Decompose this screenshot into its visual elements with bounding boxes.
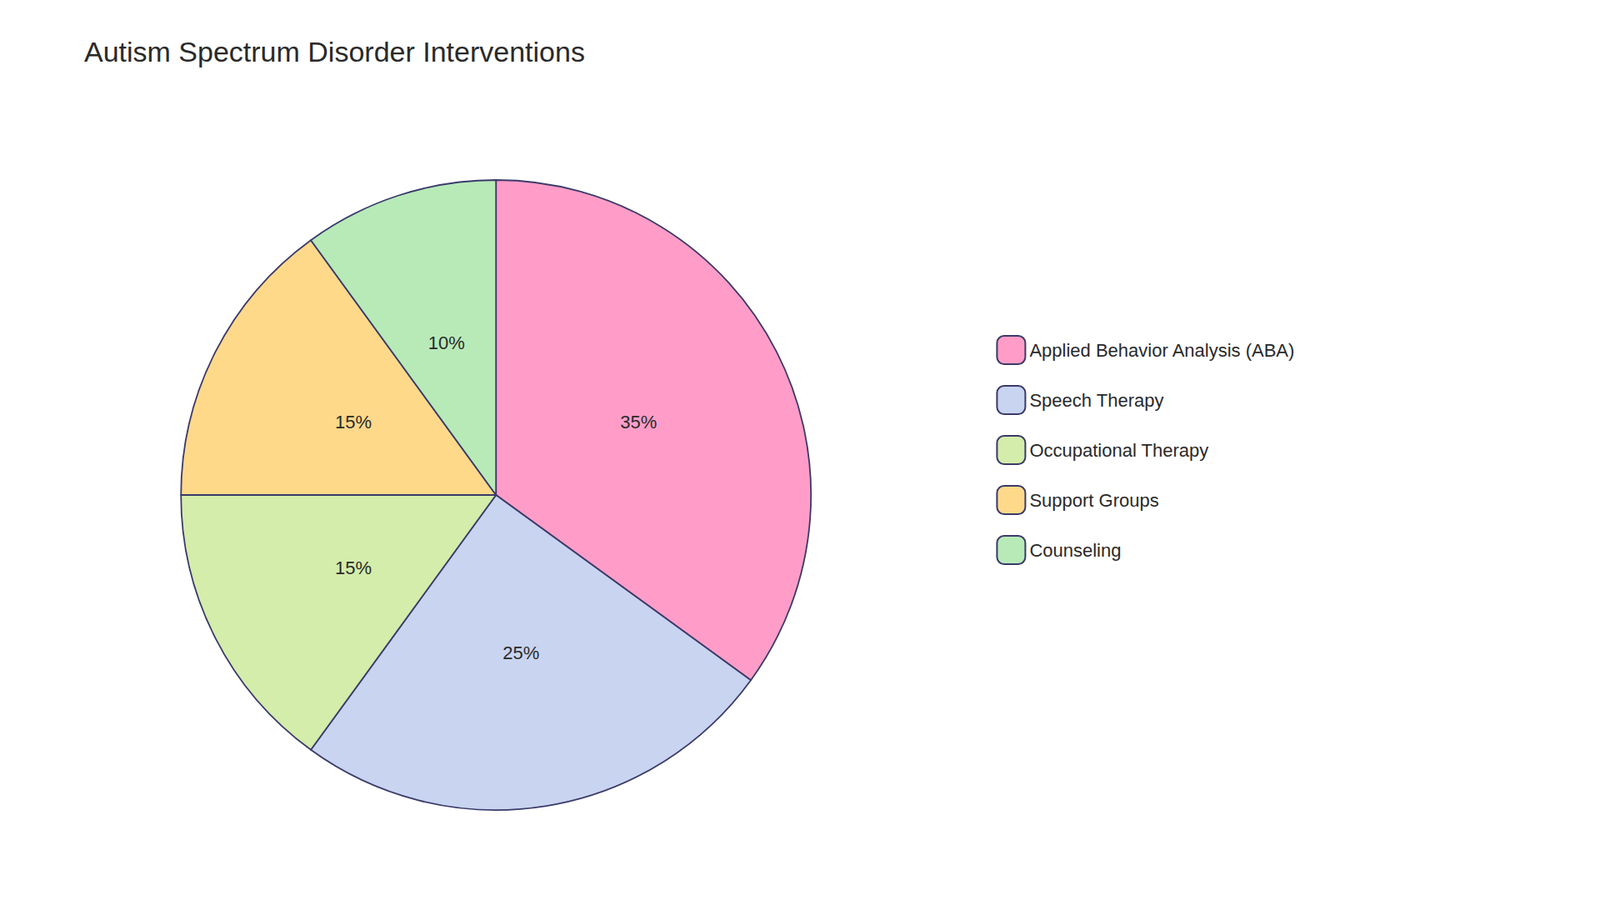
svg-text:15%: 15% (335, 411, 372, 433)
svg-text:Autism Spectrum Disorder Inter: Autism Spectrum Disorder Interventions (84, 35, 585, 68)
svg-text:35%: 35% (620, 411, 657, 433)
svg-text:Support Groups: Support Groups (1029, 490, 1159, 511)
svg-text:15%: 15% (335, 557, 372, 579)
svg-text:Counseling: Counseling (1029, 540, 1121, 561)
svg-text:Occupational Therapy: Occupational Therapy (1029, 440, 1209, 461)
svg-text:25%: 25% (502, 642, 540, 664)
svg-text:Applied Behavior Analysis (ABA: Applied Behavior Analysis (ABA) (1029, 340, 1295, 361)
svg-text:Speech Therapy: Speech Therapy (1029, 390, 1164, 411)
svg-text:10%: 10% (428, 332, 465, 354)
